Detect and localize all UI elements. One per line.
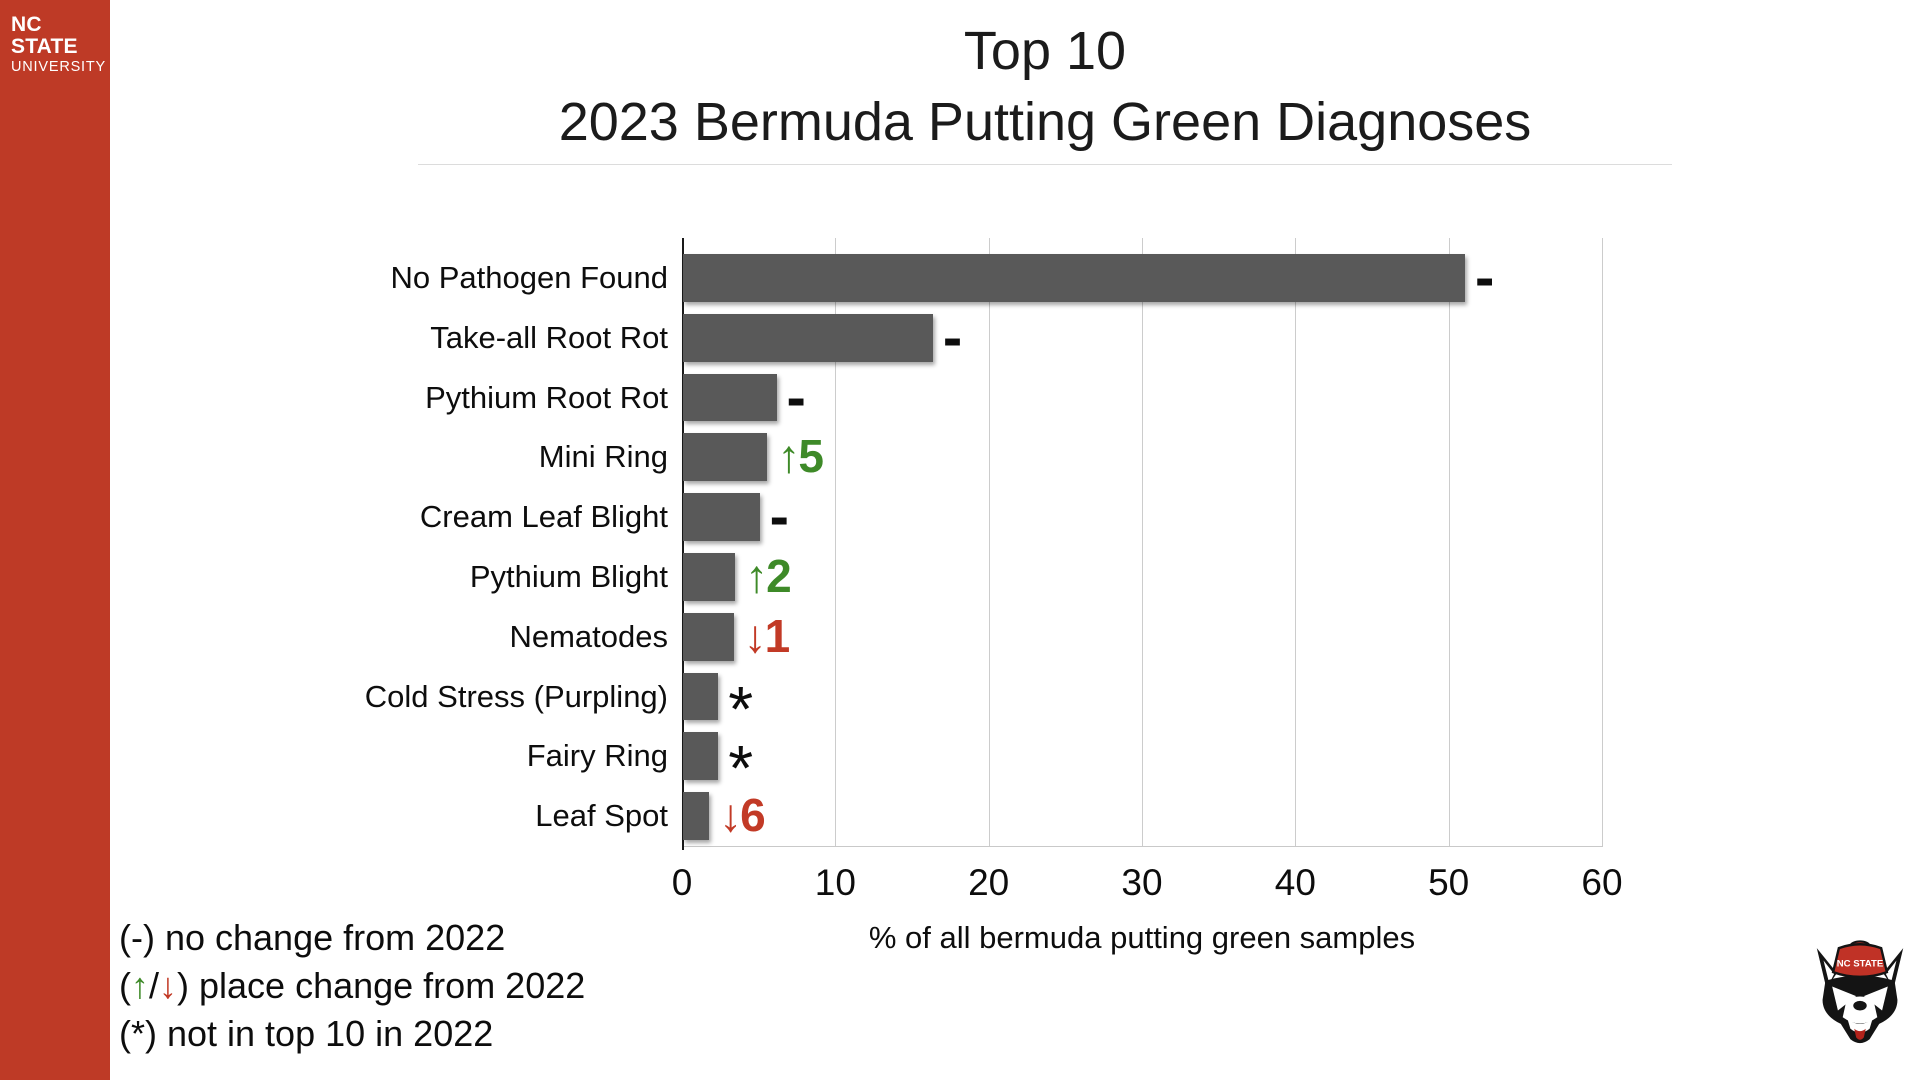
change-marker: -	[1475, 245, 1495, 310]
bar-label: Cold Stress (Purpling)	[364, 678, 668, 714]
legend: (-) no change from 2022 (↑/↓) place chan…	[119, 914, 585, 1058]
change-marker: -	[942, 304, 963, 370]
x-axis-title: % of all bermuda putting green samples	[868, 920, 1416, 955]
gridline	[835, 238, 837, 846]
change-marker: ↑2	[745, 550, 792, 602]
gridline	[988, 238, 990, 846]
gridline	[1448, 238, 1450, 846]
gridline	[1295, 238, 1297, 846]
x-tick: 0	[671, 862, 693, 903]
title-divider	[418, 164, 1672, 165]
bar	[683, 254, 1465, 302]
title-line-1: Top 10	[963, 21, 1127, 81]
x-tick: 60	[1581, 862, 1623, 903]
bar	[683, 313, 933, 362]
bar-label: Take-all Root Rot	[430, 319, 668, 355]
wolf-cap-text: NC STATE	[1837, 958, 1884, 969]
x-tick: 40	[1274, 862, 1316, 903]
bar	[683, 553, 736, 601]
up-arrow-icon: ↑	[131, 965, 149, 1006]
wolfpack-logo: NC STATE	[1816, 940, 1904, 1044]
nc-state-logo: NC STATE UNIVERSITY	[11, 13, 110, 76]
bar	[683, 493, 760, 541]
bar-label: Mini Ring	[538, 439, 668, 475]
change-marker: ↑5	[777, 430, 824, 483]
x-tick: 10	[814, 862, 856, 903]
change-marker: -	[786, 364, 806, 430]
legend-line-no-change: (-) no change from 2022	[119, 917, 506, 958]
bar-label: Nematodes	[509, 618, 668, 654]
x-tick: 50	[1428, 862, 1470, 903]
gridline	[1142, 238, 1143, 846]
title-line-2: 2023 Bermuda Putting Green Diagnoses	[558, 92, 1532, 153]
logo-line-2: UNIVERSITY	[11, 59, 107, 76]
bar	[683, 373, 777, 422]
bar	[683, 672, 719, 721]
bar-label: Pythium Blight	[469, 559, 668, 594]
brand-sidebar: NC STATE UNIVERSITY	[0, 0, 110, 1080]
logo-line-1: NC STATE	[11, 13, 78, 59]
bar	[683, 612, 734, 661]
x-axis-baseline	[682, 846, 1603, 847]
bar-label: Pythium Root Rot	[425, 379, 668, 415]
change-marker: -	[769, 484, 789, 550]
x-tick: 30	[1121, 862, 1163, 903]
page-title: Top 10 2023 Bermuda Putting Green Diagno…	[360, 16, 1730, 159]
bar-label: Fairy Ring	[526, 738, 668, 774]
change-marker: *	[728, 732, 754, 805]
x-tick: 20	[968, 862, 1010, 903]
bar	[683, 792, 710, 840]
bar	[683, 433, 768, 482]
down-arrow-icon: ↓	[159, 965, 178, 1006]
bar-label: Leaf Spot	[535, 798, 668, 834]
bar-label: No Pathogen Found	[390, 260, 669, 295]
legend-line-not-in-top10: (*) not in top 10 in 2022	[119, 1013, 494, 1054]
gridline	[1602, 238, 1603, 846]
bar-label: Cream Leaf Blight	[419, 499, 668, 535]
change-marker: *	[728, 672, 754, 745]
legend-line-place-change: (↑/↓) place change from 2022	[119, 965, 586, 1006]
bar	[683, 732, 719, 781]
change-marker: ↓1	[743, 609, 791, 662]
change-marker: ↓6	[719, 789, 766, 842]
y-axis-line	[682, 238, 684, 850]
